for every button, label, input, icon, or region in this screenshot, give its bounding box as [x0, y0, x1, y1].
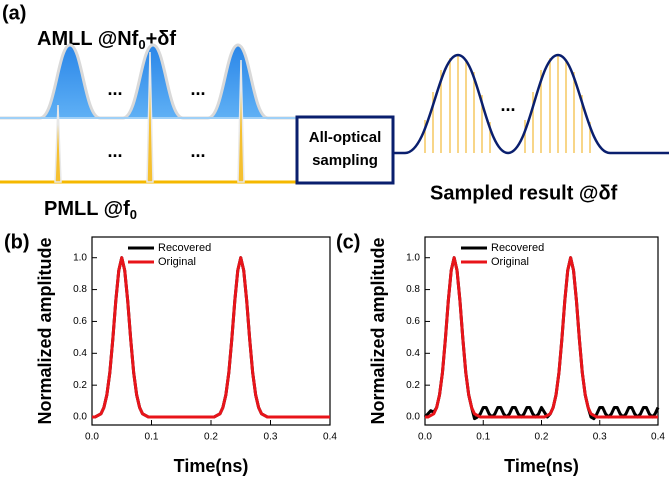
series-line [92, 256, 330, 419]
result-envelope [393, 53, 669, 155]
y-tick-label: 0.6 [73, 316, 87, 327]
amll-subscript: 0 [138, 37, 145, 52]
box-label: sampling [312, 152, 378, 169]
ellipsis: ... [190, 141, 205, 161]
plot-frame [91, 236, 331, 426]
panel-label: (a) [2, 2, 26, 24]
chart: (c) 0.0 0.2 0.4 0.6 0.8 1.0 0.0 0.1 0.2 0.3 0.4 Time… [336, 231, 665, 475]
x-tick-label: 0.3 [264, 432, 278, 443]
legend-label: Original [158, 256, 196, 268]
pmll-label: PMLL @f0 [44, 198, 137, 222]
x-tick-label: 0.2 [535, 432, 549, 443]
y-tick-label: 0.8 [73, 284, 87, 295]
panel-label: (c) [336, 231, 360, 253]
y-tick-label: 0.4 [73, 348, 87, 359]
sample-lines [424, 56, 591, 153]
amll-pulses [0, 43, 297, 120]
series-line [92, 256, 330, 419]
legend-label: Recovered [158, 242, 211, 254]
x-tick-label: 0.1 [476, 432, 490, 443]
x-tick-label: 0.1 [145, 432, 159, 443]
y-tick-label: 0.6 [406, 316, 420, 327]
diagram: (a) AMLL @Nf0+δf ... ... ... ... PMLL @f… [0, 2, 669, 222]
x-tick-label: 0.4 [651, 432, 665, 443]
ellipsis: ... [107, 141, 122, 161]
pmll-spikes [54, 51, 245, 183]
y-axis-label: Normalized amplitude [368, 237, 388, 424]
pmll-subscript: 0 [130, 207, 137, 222]
y-tick-label: 1.0 [73, 252, 87, 263]
series-line [423, 256, 660, 421]
y-tick-label: 0.0 [73, 412, 87, 423]
x-tick-label: 0.0 [85, 432, 99, 443]
y-axis-label: Normalized amplitude [35, 237, 55, 424]
x-tick-label: 0.0 [418, 432, 432, 443]
x-tick-label: 0.3 [593, 432, 607, 443]
x-axis-label: Time(ns) [174, 456, 249, 476]
legend-label: Original [491, 256, 529, 268]
x-axis-label: Time(ns) [504, 456, 579, 476]
y-tick-label: 0.0 [406, 412, 420, 423]
result-label: Sampled result @δf [430, 182, 618, 204]
ellipsis: ... [190, 79, 205, 99]
amll-text: AMLL @Nf [37, 28, 139, 50]
series-line [425, 256, 658, 419]
y-tick-label: 1.0 [406, 252, 420, 263]
y-tick-label: 0.2 [406, 380, 420, 391]
legend-label: Recovered [491, 242, 544, 254]
sampling-box [295, 115, 395, 185]
y-tick-label: 0.2 [73, 380, 87, 391]
panel-label: (b) [4, 231, 30, 253]
chart: (b) 0.0 0.2 0.4 0.6 0.8 1.0 0.0 0.1 0.2 0.3 0.4 Time… [4, 231, 337, 475]
y-tick-label: 0.4 [406, 348, 420, 359]
ellipsis: ... [107, 79, 122, 99]
pmll-text: PMLL @f [44, 198, 130, 220]
plot-frame [424, 236, 659, 426]
ellipsis: ... [500, 95, 515, 115]
y-tick-label: 0.8 [406, 284, 420, 295]
x-tick-label: 0.2 [204, 432, 218, 443]
x-tick-label: 0.4 [323, 432, 337, 443]
box-label: All-optical [309, 129, 382, 146]
